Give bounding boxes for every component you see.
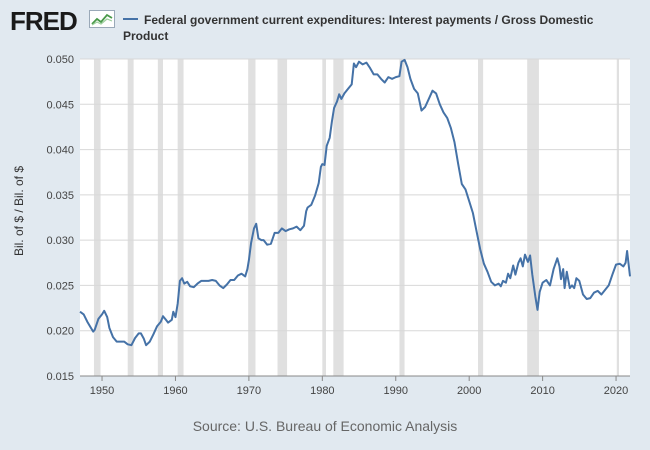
recession-band xyxy=(93,59,101,376)
recession-band xyxy=(333,59,344,376)
legend: Federal government current expenditures:… xyxy=(123,12,623,44)
recession-band xyxy=(277,59,288,376)
recession-band xyxy=(177,59,184,376)
x-tick-label: 1970 xyxy=(237,385,261,397)
y-tick-label: 0.035 xyxy=(46,190,74,202)
legend-swatch xyxy=(123,17,138,20)
fred-logo-text: FRED xyxy=(10,6,78,36)
y-tick-label: 0.050 xyxy=(46,54,74,66)
x-tick-label: 2010 xyxy=(530,385,554,397)
series-line xyxy=(79,58,631,347)
x-tick-label: 2020 xyxy=(604,385,628,397)
recession-band xyxy=(477,59,484,376)
y-tick-label: 0.025 xyxy=(46,280,74,292)
y-tick-label: 0.040 xyxy=(46,145,74,157)
recession-band xyxy=(399,59,405,376)
y-tick-label: 0.030 xyxy=(46,235,74,247)
y-tick-label: 0.045 xyxy=(46,99,74,111)
recession-band xyxy=(527,59,539,376)
x-tick-label: 1980 xyxy=(310,385,334,397)
legend-label: Federal government current expenditures:… xyxy=(123,13,594,43)
source-note: Source: U.S. Bureau of Economic Analysis xyxy=(192,418,458,434)
fred-logo[interactable]: FRED xyxy=(10,6,78,37)
x-tick-label: 1950 xyxy=(90,385,114,397)
y-tick-label: 0.015 xyxy=(46,371,74,383)
recession-band xyxy=(157,59,163,376)
recession-band xyxy=(322,59,326,376)
y-tick-label: 0.020 xyxy=(46,326,74,338)
recession-band xyxy=(127,59,134,376)
recession-band xyxy=(616,59,619,376)
x-tick-label: 1990 xyxy=(384,385,408,397)
fred-graph-icon xyxy=(89,10,115,28)
x-tick-label: 1960 xyxy=(163,385,187,397)
x-tick-label: 2000 xyxy=(457,385,481,397)
recession-band xyxy=(248,59,256,376)
